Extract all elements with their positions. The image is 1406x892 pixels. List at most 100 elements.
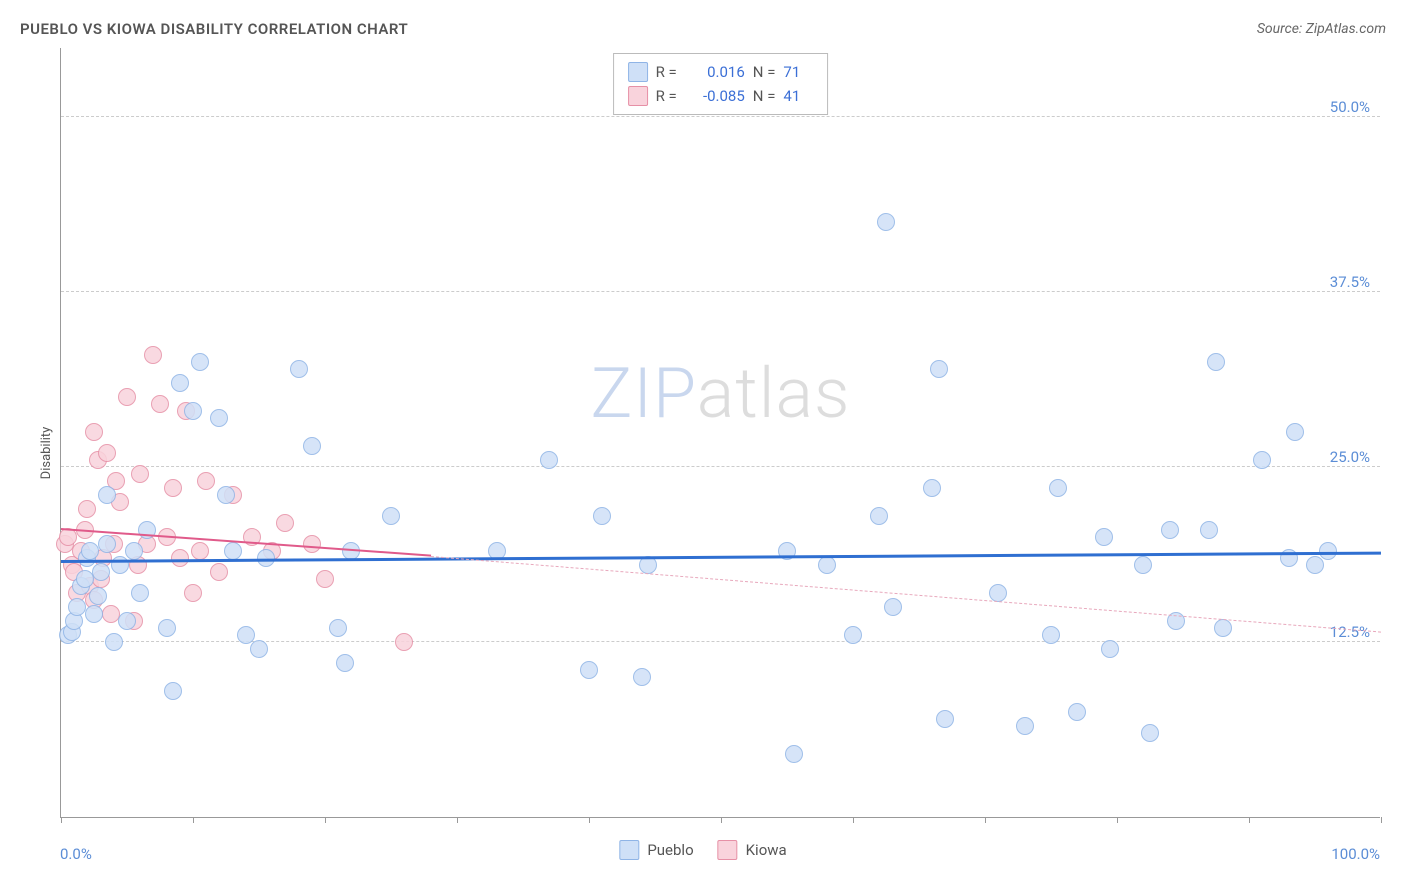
plot-area: ZIPatlas R = 0.016 N = 71 R = -0.085 N =… xyxy=(60,48,1380,818)
pueblo-n-value: 71 xyxy=(783,60,813,84)
kiowa-point xyxy=(131,465,149,483)
gridline xyxy=(61,116,1380,117)
x-tick xyxy=(1381,817,1382,823)
kiowa-point xyxy=(171,549,189,567)
pueblo-point xyxy=(1068,703,1086,721)
n-label: N = xyxy=(753,84,776,108)
pueblo-point xyxy=(303,437,321,455)
pueblo-point xyxy=(785,745,803,763)
pueblo-point xyxy=(290,360,308,378)
kiowa-r-value: -0.085 xyxy=(685,84,745,108)
y-tick-label: 25.0% xyxy=(1330,448,1370,466)
x-tick xyxy=(457,817,458,823)
legend-item-kiowa: Kiowa xyxy=(718,840,787,860)
correlation-legend: R = 0.016 N = 71 R = -0.085 N = 41 xyxy=(613,53,829,115)
pueblo-point xyxy=(989,584,1007,602)
x-tick xyxy=(325,817,326,823)
kiowa-point xyxy=(184,584,202,602)
watermark-b: atlas xyxy=(697,353,851,435)
pueblo-point xyxy=(870,507,888,525)
pueblo-point xyxy=(329,619,347,637)
r-label: R = xyxy=(656,84,677,108)
swatch-pueblo xyxy=(628,62,648,82)
x-tick xyxy=(1249,817,1250,823)
pueblo-point xyxy=(98,486,116,504)
y-tick-label: 12.5% xyxy=(1330,623,1370,641)
x-max-label: 100.0% xyxy=(1331,845,1380,863)
x-tick xyxy=(589,817,590,823)
pueblo-point xyxy=(191,353,209,371)
pueblo-point xyxy=(98,535,116,553)
y-axis-label: Disability xyxy=(39,427,54,480)
pueblo-point xyxy=(1161,521,1179,539)
y-tick-label: 37.5% xyxy=(1330,273,1370,291)
kiowa-label: Kiowa xyxy=(746,841,787,859)
chart-header: PUEBLO VS KIOWA DISABILITY CORRELATION C… xyxy=(20,20,1386,38)
swatch-kiowa xyxy=(628,86,648,106)
kiowa-n-value: 41 xyxy=(783,84,813,108)
pueblo-point xyxy=(105,633,123,651)
y-tick-label: 50.0% xyxy=(1330,98,1370,116)
pueblo-point xyxy=(593,507,611,525)
pueblo-point xyxy=(1286,423,1304,441)
pueblo-point xyxy=(382,507,400,525)
pueblo-point xyxy=(68,598,86,616)
kiowa-point xyxy=(197,472,215,490)
pueblo-point xyxy=(81,542,99,560)
n-label: N = xyxy=(753,60,776,84)
legend-row-kiowa: R = -0.085 N = 41 xyxy=(628,84,814,108)
source-label: Source: ZipAtlas.com xyxy=(1257,21,1386,37)
x-tick xyxy=(1117,817,1118,823)
chart-container: Disability ZIPatlas R = 0.016 N = 71 R =… xyxy=(20,48,1386,858)
pueblo-point xyxy=(877,213,895,231)
gridline xyxy=(61,291,1380,292)
pueblo-point xyxy=(1141,724,1159,742)
pueblo-point xyxy=(844,626,862,644)
kiowa-point xyxy=(118,388,136,406)
pueblo-point xyxy=(92,563,110,581)
x-tick xyxy=(985,817,986,823)
pueblo-point xyxy=(936,710,954,728)
pueblo-point xyxy=(1101,640,1119,658)
pueblo-point xyxy=(224,542,242,560)
pueblo-point xyxy=(923,479,941,497)
x-tick xyxy=(721,817,722,823)
x-tick xyxy=(193,817,194,823)
kiowa-point xyxy=(85,423,103,441)
pueblo-point xyxy=(217,486,235,504)
pueblo-point xyxy=(580,661,598,679)
pueblo-point xyxy=(250,640,268,658)
pueblo-point xyxy=(210,409,228,427)
kiowa-point xyxy=(164,479,182,497)
swatch-kiowa xyxy=(718,840,738,860)
pueblo-point xyxy=(818,556,836,574)
trend-line xyxy=(431,556,1381,633)
pueblo-point xyxy=(125,542,143,560)
pueblo-point xyxy=(1016,717,1034,735)
kiowa-point xyxy=(144,346,162,364)
pueblo-point xyxy=(930,360,948,378)
kiowa-point xyxy=(191,542,209,560)
legend-row-pueblo: R = 0.016 N = 71 xyxy=(628,60,814,84)
pueblo-point xyxy=(884,598,902,616)
pueblo-point xyxy=(89,587,107,605)
kiowa-point xyxy=(276,514,294,532)
x-min-label: 0.0% xyxy=(60,845,92,863)
pueblo-point xyxy=(540,451,558,469)
kiowa-point xyxy=(303,535,321,553)
r-label: R = xyxy=(656,60,677,84)
pueblo-point xyxy=(85,605,103,623)
pueblo-point xyxy=(158,619,176,637)
pueblo-point xyxy=(633,668,651,686)
pueblo-point xyxy=(1207,353,1225,371)
kiowa-point xyxy=(395,633,413,651)
pueblo-point xyxy=(184,402,202,420)
pueblo-point xyxy=(1253,451,1271,469)
chart-title: PUEBLO VS KIOWA DISABILITY CORRELATION C… xyxy=(20,20,408,38)
watermark-a: ZIP xyxy=(590,353,696,435)
pueblo-point xyxy=(118,612,136,630)
pueblo-point xyxy=(336,654,354,672)
pueblo-point xyxy=(1214,619,1232,637)
swatch-pueblo xyxy=(619,840,639,860)
kiowa-point xyxy=(78,500,96,518)
